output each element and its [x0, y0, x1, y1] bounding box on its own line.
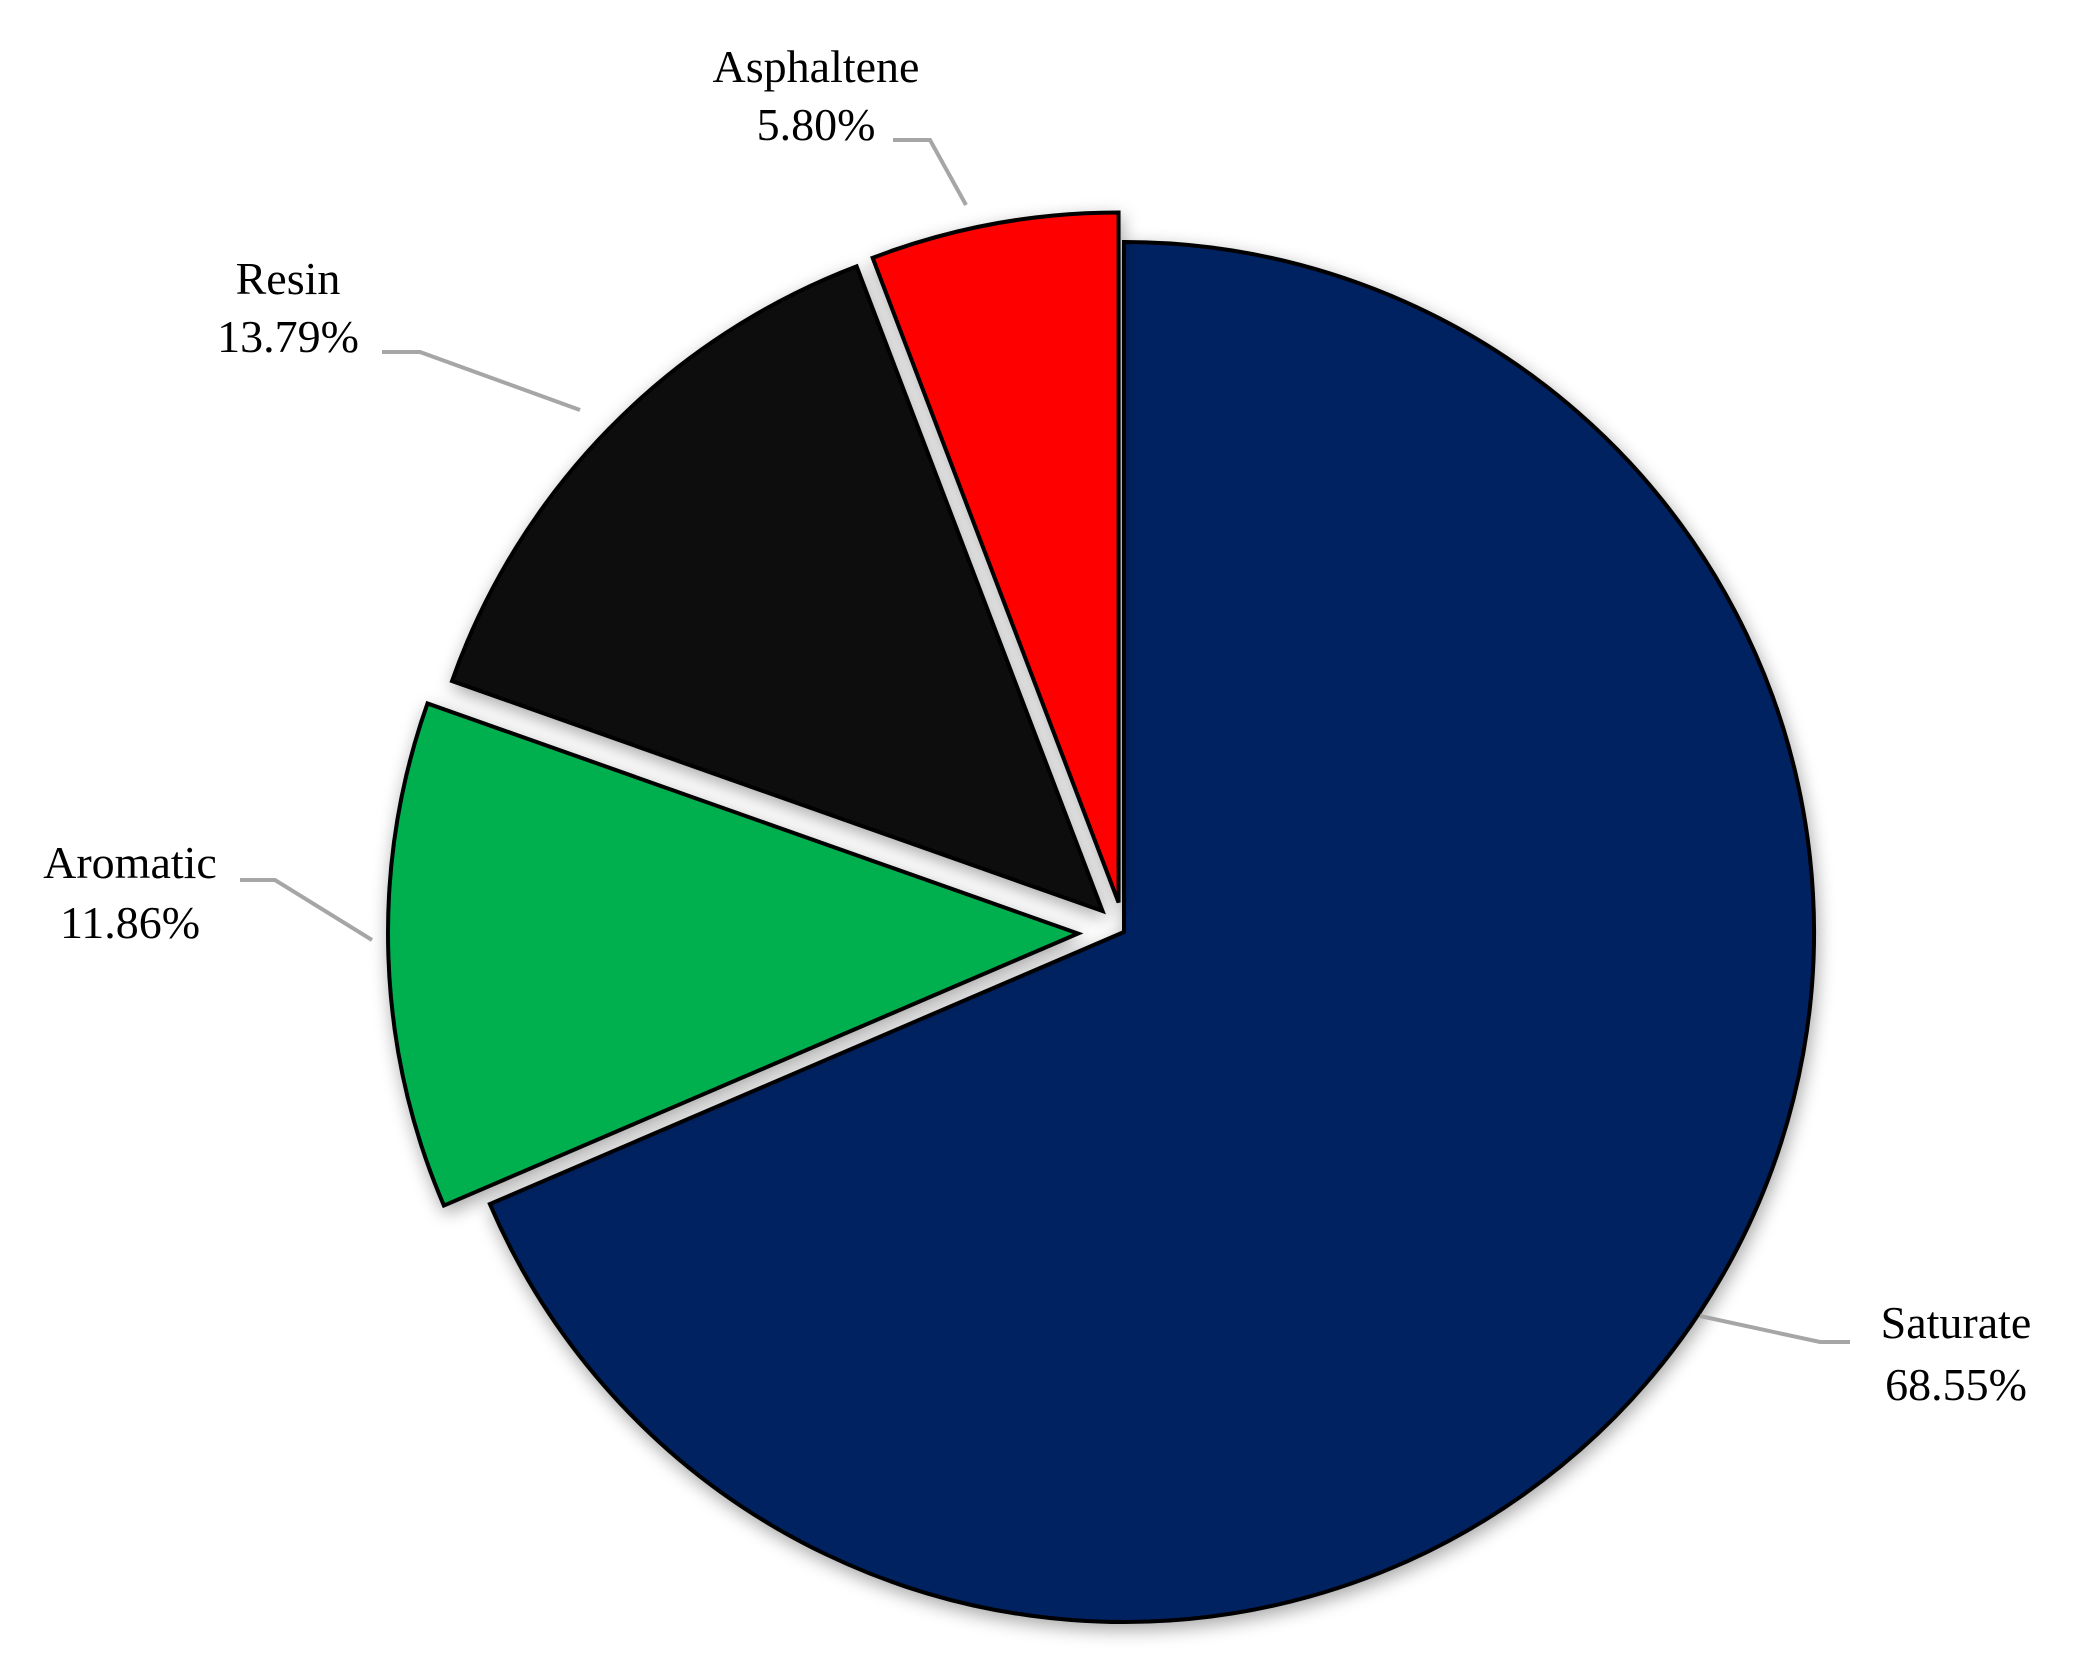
- leader-line-aromatic: [240, 878, 374, 942]
- slice-value-label: 68.55%: [1885, 1359, 2027, 1410]
- slice-category-label: Saturate: [1881, 1297, 2032, 1348]
- pie-slices: [386, 210, 1816, 1624]
- pie-slice-asphaltene: [870, 210, 1121, 904]
- leader-lines: [240, 138, 1850, 1344]
- slice-value-label: 5.80%: [757, 99, 876, 150]
- slice-category-label: Aromatic: [43, 837, 217, 888]
- slice-labels: Saturate 68.55% Aromatic 11.86% Resin 13.79% A…: [43, 41, 2031, 1410]
- pie-slice-aromatic: [386, 700, 1084, 1209]
- slice-value-label: 11.86%: [60, 897, 200, 948]
- leader-line-resin: [382, 350, 581, 412]
- slice-category-label: Resin: [236, 253, 341, 304]
- slice-category-label: Asphaltene: [713, 41, 920, 92]
- leader-line-asphaltene: [893, 138, 968, 206]
- leader-line-saturate: [1699, 1314, 1850, 1344]
- slice-value-label: 13.79%: [217, 311, 359, 362]
- pie-slice-resin: [449, 263, 1106, 915]
- pie-slice-saturate: [487, 239, 1816, 1624]
